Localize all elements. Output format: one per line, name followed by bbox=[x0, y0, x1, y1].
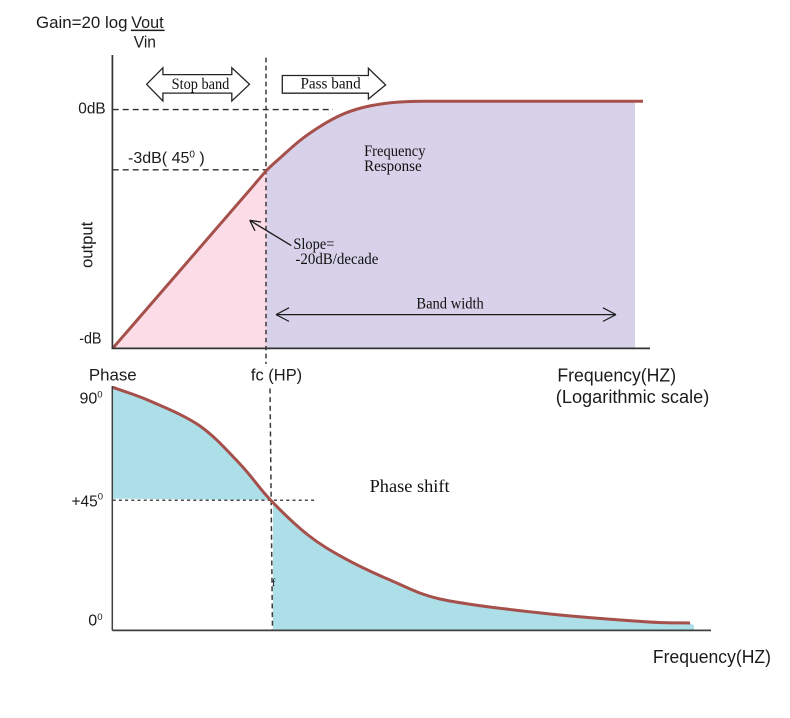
svg-text:output: output bbox=[78, 221, 96, 268]
svg-text:Frequency(HZ): Frequency(HZ) bbox=[653, 647, 771, 667]
svg-text:-dB: -dB bbox=[79, 330, 101, 347]
svg-text:f: f bbox=[272, 577, 276, 589]
svg-text:-20dB/decade: -20dB/decade bbox=[295, 251, 378, 268]
svg-text:Frequency(HZ): Frequency(HZ) bbox=[557, 365, 676, 385]
svg-text:+450: +450 bbox=[72, 492, 103, 511]
svg-text:(Logarithmic scale): (Logarithmic scale) bbox=[556, 387, 710, 407]
svg-text:Vin: Vin bbox=[134, 33, 156, 51]
svg-text:fc (HP): fc (HP) bbox=[251, 366, 302, 384]
svg-text:0dB: 0dB bbox=[78, 100, 105, 117]
svg-text:Slope=: Slope= bbox=[293, 236, 334, 253]
svg-text:Stop band: Stop band bbox=[172, 76, 230, 93]
svg-text:-3dB( 450 ): -3dB( 450 ) bbox=[128, 150, 205, 168]
svg-text:900: 900 bbox=[80, 390, 103, 408]
svg-text:Vout: Vout bbox=[131, 14, 164, 32]
svg-text:Phase shift: Phase shift bbox=[370, 476, 450, 496]
svg-text:Phase: Phase bbox=[89, 367, 137, 385]
svg-text:Gain=20 log: Gain=20 log bbox=[36, 14, 128, 32]
svg-text:Response: Response bbox=[364, 158, 422, 175]
svg-text:Frequency: Frequency bbox=[364, 143, 426, 160]
svg-text:Band width: Band width bbox=[416, 296, 483, 313]
svg-text:Pass band: Pass band bbox=[300, 75, 361, 92]
